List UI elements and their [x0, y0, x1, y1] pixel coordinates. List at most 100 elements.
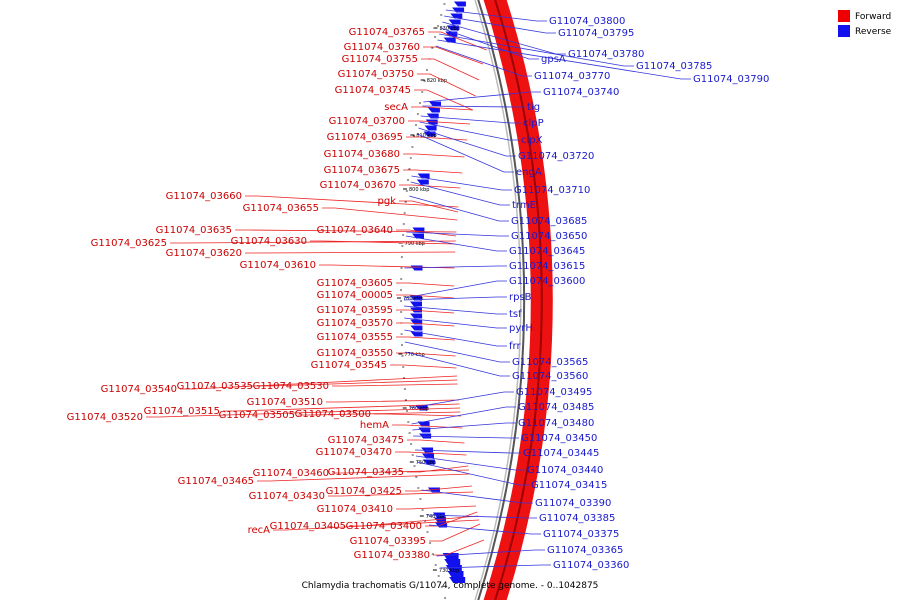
backbone-shadow [474, 0, 522, 600]
reverse-gene-label: G11074_03710 [514, 185, 590, 196]
reverse-leader-line [411, 406, 516, 425]
reverse-gene-label: G11074_03485 [518, 402, 594, 413]
forward-leader-line [396, 309, 455, 314]
legend-reverse-swatch [838, 25, 850, 37]
forward-leader-line [396, 282, 455, 287]
reverse-leader-line [405, 235, 507, 252]
forward-leader-line [429, 523, 481, 542]
forward-leader-line [407, 465, 469, 473]
reverse-gene-label: G11074_03645 [509, 246, 585, 257]
forward-leader-line [406, 136, 468, 141]
forward-gene-label: secA [384, 102, 408, 113]
tick-label: 730 kbp [439, 568, 459, 574]
reverse-leader-line [413, 435, 519, 439]
forward-leader-line [407, 439, 465, 444]
forward-gene-label: G11074_03630 [231, 236, 307, 247]
forward-leader-line [396, 229, 457, 237]
forward-leader-line [180, 375, 458, 390]
forward-gene-label: G11074_03475 [328, 435, 404, 446]
forward-leader-line [417, 73, 476, 97]
reverse-leader-line [404, 341, 510, 363]
reverse-gene-label: G11074_03450 [521, 433, 597, 444]
forward-gene-label: G11074_03530 [253, 381, 329, 392]
reverse-gene-arrow [422, 459, 435, 465]
reverse-gene-label: G11074_03495 [516, 387, 592, 398]
reverse-leader-line [422, 105, 525, 108]
reverse-leader-line [435, 45, 532, 77]
reverse-gene-label: clpX [521, 135, 543, 146]
forward-leader-line [273, 519, 480, 531]
reverse-gene-arrow [442, 553, 459, 559]
reverse-leader-line [428, 524, 541, 535]
reverse-leader-line [415, 455, 525, 471]
forward-leader-line [399, 184, 461, 189]
reverse-gene-label: G11074_03685 [511, 216, 587, 227]
reverse-gene-arrow [410, 313, 423, 319]
reverse-gene-arrow [418, 427, 431, 433]
forward-gene-label: G11074_03380 [354, 550, 430, 561]
forward-leader-line [396, 336, 455, 341]
reverse-gene-arrow [444, 559, 461, 565]
reverse-leader-line [412, 422, 516, 431]
reverse-gene-label: G11074_03390 [535, 498, 611, 509]
reverse-leader-line [420, 115, 521, 124]
reverse-leader-line [414, 449, 521, 454]
forward-gene-label: G11074_03395 [350, 536, 426, 547]
forward-gene-label: G11074_03435 [328, 467, 404, 478]
reverse-gene-arrow [424, 125, 437, 131]
forward-gene-label: G11074_03555 [317, 332, 393, 343]
reverse-leader-line [404, 317, 507, 329]
forward-gene-label: G11074_03405 [270, 521, 346, 532]
tick-label: 750 kbp [416, 460, 436, 466]
reverse-gene-arrow [429, 101, 441, 107]
forward-leader-line [349, 515, 479, 527]
reverse-gene-label: G11074_03440 [527, 465, 603, 476]
reverse-gene-label: G11074_03445 [523, 448, 599, 459]
forward-leader-line [322, 207, 458, 221]
forward-gene-label: G11074_03595 [317, 305, 393, 316]
reverse-gene-arrow [447, 571, 464, 577]
reverse-leader-line [440, 27, 539, 60]
genome-caption: Chlamydia trachomatis G/11074, complete … [302, 581, 599, 591]
forward-gene-label: G11074_03465 [178, 476, 254, 487]
forward-gene-label: G11074_03520 [67, 412, 143, 423]
forward-gene-label: G11074_03535 [177, 381, 253, 392]
forward-leader-line [326, 399, 460, 403]
forward-gene-label: G11074_03425 [326, 486, 402, 497]
forward-gene-label: G11074_03470 [316, 447, 392, 458]
reverse-leader-line [426, 514, 537, 519]
reverse-gene-arrow [448, 19, 461, 25]
reverse-gene-label: G11074_03800 [549, 16, 625, 27]
forward-leader-line [298, 411, 461, 416]
reverse-gene-label: G11074_03720 [518, 151, 594, 162]
forward-leader-line [396, 322, 455, 327]
forward-gene-label: G11074_03410 [317, 504, 393, 515]
tick-label: 780 kbp [403, 296, 423, 302]
reverse-leader-line [419, 121, 519, 141]
reverse-gene-label: G11074_03780 [568, 49, 644, 60]
forward-leader-line [310, 240, 456, 245]
forward-gene-label: G11074_03545 [311, 360, 387, 371]
reverse-gene-label: G11074_03415 [531, 480, 607, 491]
reverse-gene-label: G11074_03360 [553, 560, 629, 571]
forward-leader-line [414, 89, 473, 111]
forward-leader-line [395, 451, 467, 456]
forward-gene-label: G11074_03400 [346, 521, 422, 532]
reverse-gene-label: engA [516, 167, 542, 178]
reverse-gene-arrow [449, 577, 466, 583]
reverse-leader-line [404, 265, 507, 269]
forward-gene-label: G11074_03680 [324, 149, 400, 160]
reverse-gene-label: tig [527, 102, 540, 113]
forward-gene-label: G11074_03540 [101, 384, 177, 395]
forward-leader-line [319, 264, 455, 269]
reverse-leader-line [423, 91, 541, 103]
forward-leader-line [374, 413, 461, 417]
reverse-gene-label: G11074_03650 [511, 231, 587, 242]
tick-label: 740 kbp [426, 514, 446, 520]
legend-forward-label: Forward [855, 12, 891, 22]
legend-reverse-label: Reverse [855, 27, 892, 37]
forward-gene-label: hemA [360, 420, 389, 431]
forward-leader-line [396, 505, 477, 510]
reverse-leader-line [437, 39, 691, 80]
